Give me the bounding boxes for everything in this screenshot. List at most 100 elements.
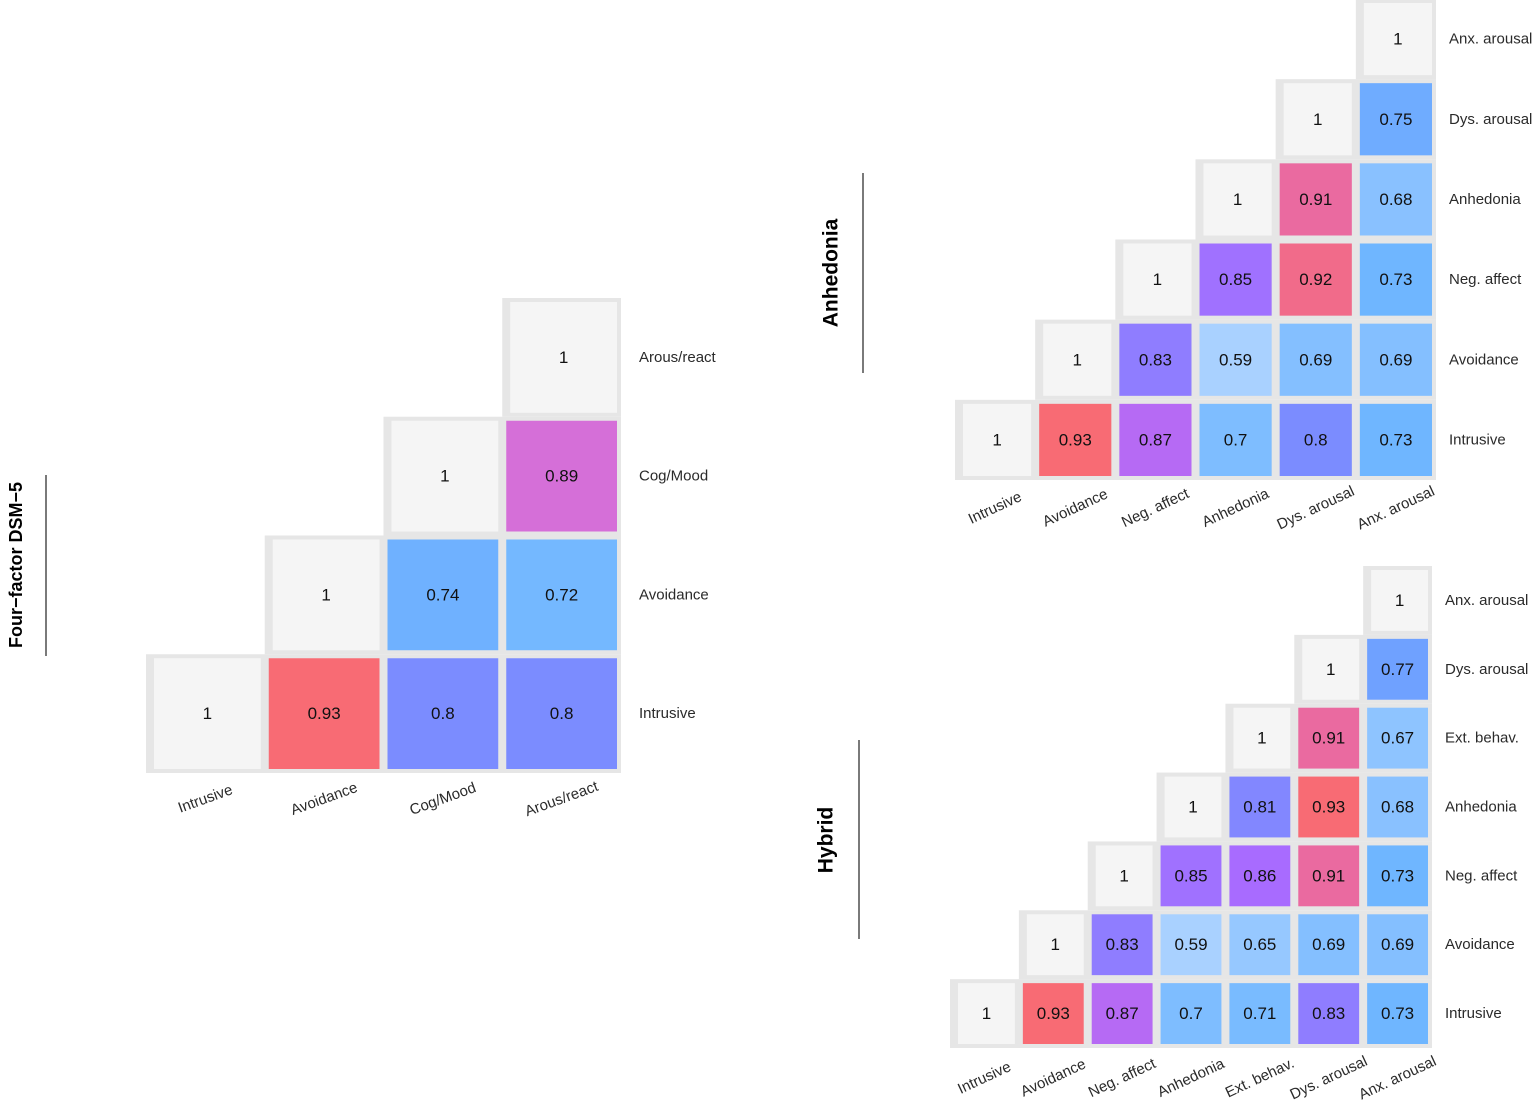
cell-value-label: 0.59 (1174, 935, 1207, 954)
row-frame (1018, 910, 1432, 980)
cell-value-label: 0.93 (1059, 430, 1092, 449)
row-label: Anhedonia (1449, 191, 1521, 208)
row-frame (955, 399, 1436, 480)
heatmap-cell (1199, 243, 1272, 316)
column-label: Intrusive (955, 1058, 1014, 1097)
heatmap-cell (958, 983, 1015, 1044)
heatmap-cell (1298, 707, 1360, 769)
cell-value-label: 0.91 (1312, 729, 1345, 748)
heatmap-cell (1164, 776, 1222, 838)
cell-value-label: 0.87 (1106, 1004, 1139, 1023)
column-label: Anhedonia (1199, 485, 1272, 531)
row-label: Intrusive (639, 705, 696, 722)
column-label: Avoidance (1040, 486, 1110, 531)
row-label: Avoidance (639, 586, 709, 603)
column-label: Avoidance (288, 779, 359, 819)
panel-title: Hybrid (815, 807, 838, 874)
cell-value-label: 0.86 (1243, 866, 1276, 885)
heatmap-cell (1229, 776, 1291, 838)
cell-value-label: 0.91 (1312, 866, 1345, 885)
cell-value-label: 0.85 (1219, 270, 1252, 289)
column-label: Arous/react (523, 778, 602, 820)
cell-value-label: 0.7 (1224, 430, 1248, 449)
heatmap-cell (1199, 403, 1272, 476)
cell-value-label: 1 (1393, 30, 1402, 49)
heatmap-cell (1302, 638, 1360, 700)
cell-value-label: 1 (1119, 866, 1128, 885)
heatmap-cell (1022, 983, 1084, 1044)
cell-value-label: 0.83 (1106, 935, 1139, 954)
cell-value-label: 0.68 (1379, 190, 1412, 209)
cell-value-label: 0.74 (426, 585, 459, 604)
cell-value-label: 1 (1153, 270, 1162, 289)
column-label: Intrusive (966, 488, 1025, 527)
cell-value-label: 1 (982, 1004, 991, 1023)
cell-value-label: 0.72 (545, 585, 578, 604)
row-label: Cog/Mood (639, 468, 708, 485)
column-label: Neg. affect (1119, 485, 1192, 531)
column-label: Ext. behav. (1223, 1055, 1297, 1102)
heatmap-cell (963, 403, 1032, 476)
heatmap-cell (1359, 243, 1432, 316)
cell-value-label: 1 (992, 430, 1001, 449)
heatmap-cell (1367, 845, 1428, 907)
cell-value-label: 0.81 (1243, 798, 1276, 817)
cell-value-label: 1 (1233, 190, 1242, 209)
cell-value-label: 1 (203, 704, 212, 723)
row-label: Anhedonia (1445, 799, 1517, 816)
heatmap-cell (1279, 323, 1352, 396)
cell-value-label: 1 (1257, 729, 1266, 748)
heatmap-cell (154, 658, 261, 769)
row-label: Avoidance (1449, 351, 1519, 368)
heatmap-cell (1160, 845, 1222, 907)
heatmap-cell (1229, 983, 1291, 1044)
heatmap-cell (272, 539, 380, 651)
cell-value-label: 0.69 (1379, 350, 1412, 369)
heatmap-cell (1298, 776, 1360, 838)
row-label: Neg. affect (1449, 271, 1522, 288)
heatmap-cell (387, 658, 499, 769)
heatmap-cell (1298, 983, 1360, 1044)
heatmap-cell (1039, 403, 1112, 476)
heatmap-cell (1095, 845, 1153, 907)
cell-value-label: 0.83 (1139, 350, 1172, 369)
cell-value-label: 1 (440, 467, 449, 486)
heatmap-cell (1367, 707, 1428, 769)
cell-value-label: 0.71 (1243, 1004, 1276, 1023)
heatmap-cell (268, 658, 380, 769)
column-label: Anx. arousal (1355, 483, 1438, 534)
row-label: Dys. arousal (1449, 111, 1532, 128)
cell-value-label: 1 (1395, 591, 1404, 610)
cell-value-label: 0.69 (1312, 935, 1345, 954)
row-label: Ext. behav. (1445, 730, 1519, 747)
heatmap-cell (1298, 914, 1360, 976)
cell-value-label: 0.8 (431, 704, 455, 723)
cell-value-label: 0.83 (1312, 1004, 1345, 1023)
heatmap-cell (1359, 163, 1432, 236)
row-label: Anx. arousal (1449, 31, 1532, 48)
cell-value-label: 0.59 (1219, 350, 1252, 369)
heatmap-cell (1283, 83, 1352, 156)
heatmap-cell (1119, 323, 1192, 396)
cell-value-label: 1 (1313, 110, 1322, 129)
cell-value-label: 0.73 (1381, 866, 1414, 885)
cell-value-label: 0.7 (1179, 1004, 1203, 1023)
cell-value-label: 0.68 (1381, 798, 1414, 817)
cell-value-label: 1 (1073, 350, 1082, 369)
column-label: Anx. arousal (1356, 1053, 1439, 1104)
cell-value-label: 0.73 (1379, 270, 1412, 289)
cell-value-label: 0.85 (1174, 866, 1207, 885)
row-label: Intrusive (1445, 1005, 1502, 1022)
cell-value-label: 0.91 (1299, 190, 1332, 209)
cell-value-label: 0.67 (1381, 729, 1414, 748)
heatmap-cell (1160, 914, 1222, 976)
heatmap-cell (1091, 983, 1153, 1044)
heatmap-cell (506, 420, 617, 532)
heatmap-cell (1279, 403, 1352, 476)
heatmap-cell (506, 658, 617, 769)
row-label: Anx. arousal (1445, 592, 1528, 609)
heatmap-cell (1359, 403, 1432, 476)
cell-value-label: 0.93 (1312, 798, 1345, 817)
heatmap-cell (1091, 914, 1153, 976)
